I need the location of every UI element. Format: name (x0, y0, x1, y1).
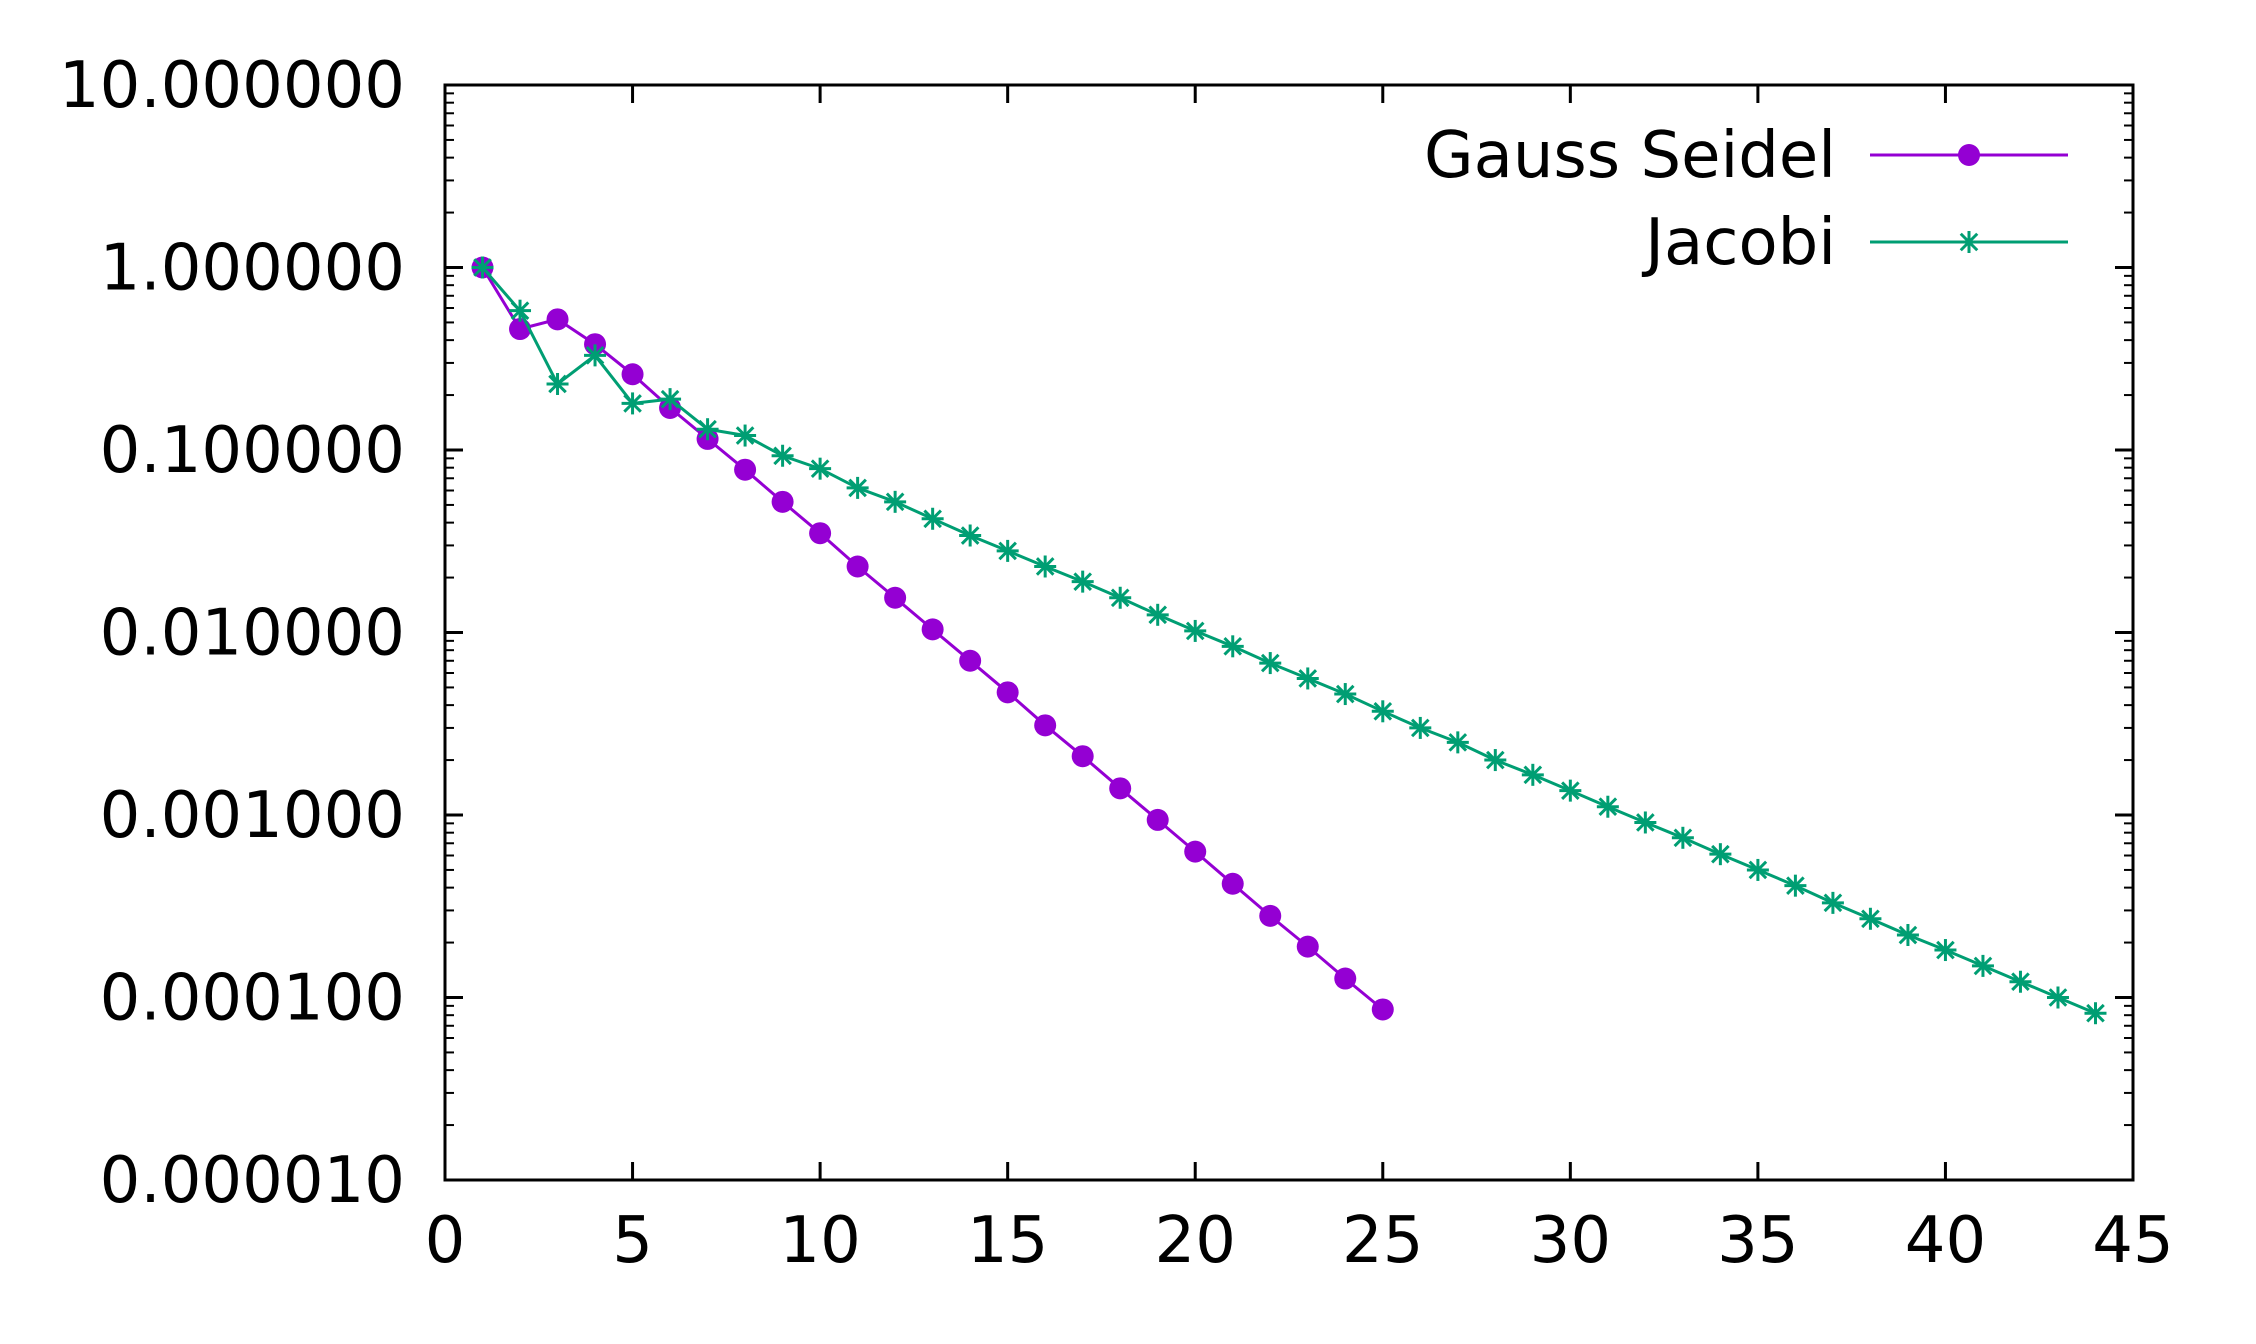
legend-label: Gauss Seidel (1424, 119, 1836, 193)
data-point-jacobi (1634, 811, 1657, 834)
series-layer (471, 256, 2107, 1025)
data-point-jacobi (1296, 667, 1319, 690)
plot-frame (443, 83, 2135, 1182)
data-point-gauss-seidel (884, 586, 907, 609)
legend-marker (1958, 231, 1980, 253)
data-point-jacobi (846, 476, 869, 499)
data-point-jacobi (1446, 731, 1469, 754)
data-point-jacobi (1934, 939, 1957, 962)
data-point-jacobi (1821, 891, 1844, 914)
data-point-jacobi (696, 418, 719, 441)
y-tick-label: 1.000000 (100, 232, 405, 306)
x-tick-label: 30 (1530, 1204, 1611, 1278)
data-point-jacobi (2084, 1002, 2107, 1025)
series-gauss-seidel (471, 256, 1394, 1021)
legend-label: Jacobi (1641, 206, 1836, 280)
data-point-jacobi (1484, 749, 1507, 772)
y-tick-label: 0.000100 (100, 962, 405, 1036)
data-point-jacobi (1259, 652, 1282, 675)
data-point-jacobi (1971, 954, 1994, 977)
data-point-gauss-seidel (546, 308, 569, 331)
x-tick-label: 0 (425, 1204, 466, 1278)
y-tick-label: 0.010000 (100, 597, 405, 671)
data-point-jacobi (1409, 716, 1432, 739)
data-point-gauss-seidel (1071, 745, 1094, 768)
data-point-gauss-seidel (1034, 714, 1057, 737)
y-tick-label: 10.000000 (59, 49, 405, 123)
data-point-jacobi (1034, 555, 1057, 578)
data-point-jacobi (921, 507, 944, 530)
data-point-jacobi (1559, 779, 1582, 802)
x-tick-label: 25 (1342, 1204, 1423, 1278)
data-point-gauss-seidel (621, 363, 644, 386)
data-point-jacobi (1334, 683, 1357, 706)
data-point-gauss-seidel (771, 490, 794, 513)
data-point-gauss-seidel (809, 522, 832, 545)
data-point-jacobi (996, 539, 1019, 562)
data-point-jacobi (2009, 970, 2032, 993)
x-tick-label: 5 (612, 1204, 653, 1278)
data-point-gauss-seidel (1296, 935, 1319, 958)
data-point-gauss-seidel (1221, 872, 1244, 895)
legend-marker (1958, 144, 1980, 166)
data-point-jacobi (546, 372, 569, 395)
data-point-jacobi (1709, 843, 1732, 866)
data-point-jacobi (1859, 907, 1882, 930)
data-point-jacobi (1896, 924, 1919, 947)
data-point-gauss-seidel (921, 618, 944, 641)
data-point-gauss-seidel (1371, 998, 1394, 1021)
y-tick-label: 0.001000 (100, 779, 405, 853)
data-point-jacobi (884, 490, 907, 513)
legend-item-jacobi: Jacobi (1641, 206, 2068, 280)
data-point-gauss-seidel (1259, 904, 1282, 927)
major-ticks (443, 83, 2135, 1182)
x-tick-label: 10 (779, 1204, 860, 1278)
data-point-jacobi (1596, 795, 1619, 818)
data-point-gauss-seidel (846, 555, 869, 578)
data-point-jacobi (1784, 874, 1807, 897)
data-point-jacobi (1746, 858, 1769, 881)
data-point-jacobi (734, 424, 757, 447)
data-point-jacobi (809, 457, 832, 480)
data-point-jacobi (1221, 635, 1244, 658)
y-tick-label: 0.100000 (100, 414, 405, 488)
data-point-jacobi (771, 444, 794, 467)
x-tick-labels: 0 5 10 15 20 25 30 35 40 45 (425, 1204, 2174, 1278)
data-point-jacobi (1146, 603, 1169, 626)
y-tick-label: 0.000010 (100, 1144, 405, 1218)
data-point-gauss-seidel (734, 458, 757, 481)
data-point-gauss-seidel (996, 681, 1019, 704)
data-point-jacobi (1521, 763, 1544, 786)
data-point-gauss-seidel (1109, 777, 1132, 800)
data-point-jacobi (1671, 826, 1694, 849)
x-tick-label: 40 (1905, 1204, 1986, 1278)
data-point-jacobi (1071, 570, 1094, 593)
series-line-jacobi (481, 266, 2097, 1015)
minor-ticks (445, 92, 2133, 1127)
x-tick-label: 20 (1155, 1204, 1236, 1278)
series-jacobi (471, 256, 2107, 1025)
x-tick-label: 15 (967, 1204, 1048, 1278)
x-tick-label: 45 (2092, 1204, 2173, 1278)
x-tick-label: 35 (1717, 1204, 1798, 1278)
y-tick-labels: 10.000000 1.000000 0.100000 0.010000 0.00100… (59, 49, 405, 1218)
data-point-jacobi (659, 388, 682, 411)
data-point-gauss-seidel (1184, 840, 1207, 863)
data-point-gauss-seidel (959, 649, 982, 672)
data-point-jacobi (621, 392, 644, 415)
data-point-jacobi (584, 344, 607, 367)
legend: Gauss Seidel Jacobi (1424, 119, 2068, 280)
data-point-jacobi (959, 524, 982, 547)
data-point-jacobi (471, 256, 494, 279)
data-point-jacobi (1109, 586, 1132, 609)
data-point-gauss-seidel (1334, 967, 1357, 990)
data-point-jacobi (2046, 986, 2069, 1009)
data-point-jacobi (1184, 619, 1207, 642)
data-point-gauss-seidel (1146, 808, 1169, 831)
data-point-jacobi (1371, 700, 1394, 723)
legend-item-gauss-seidel: Gauss Seidel (1424, 119, 2068, 193)
data-point-jacobi (509, 299, 532, 322)
